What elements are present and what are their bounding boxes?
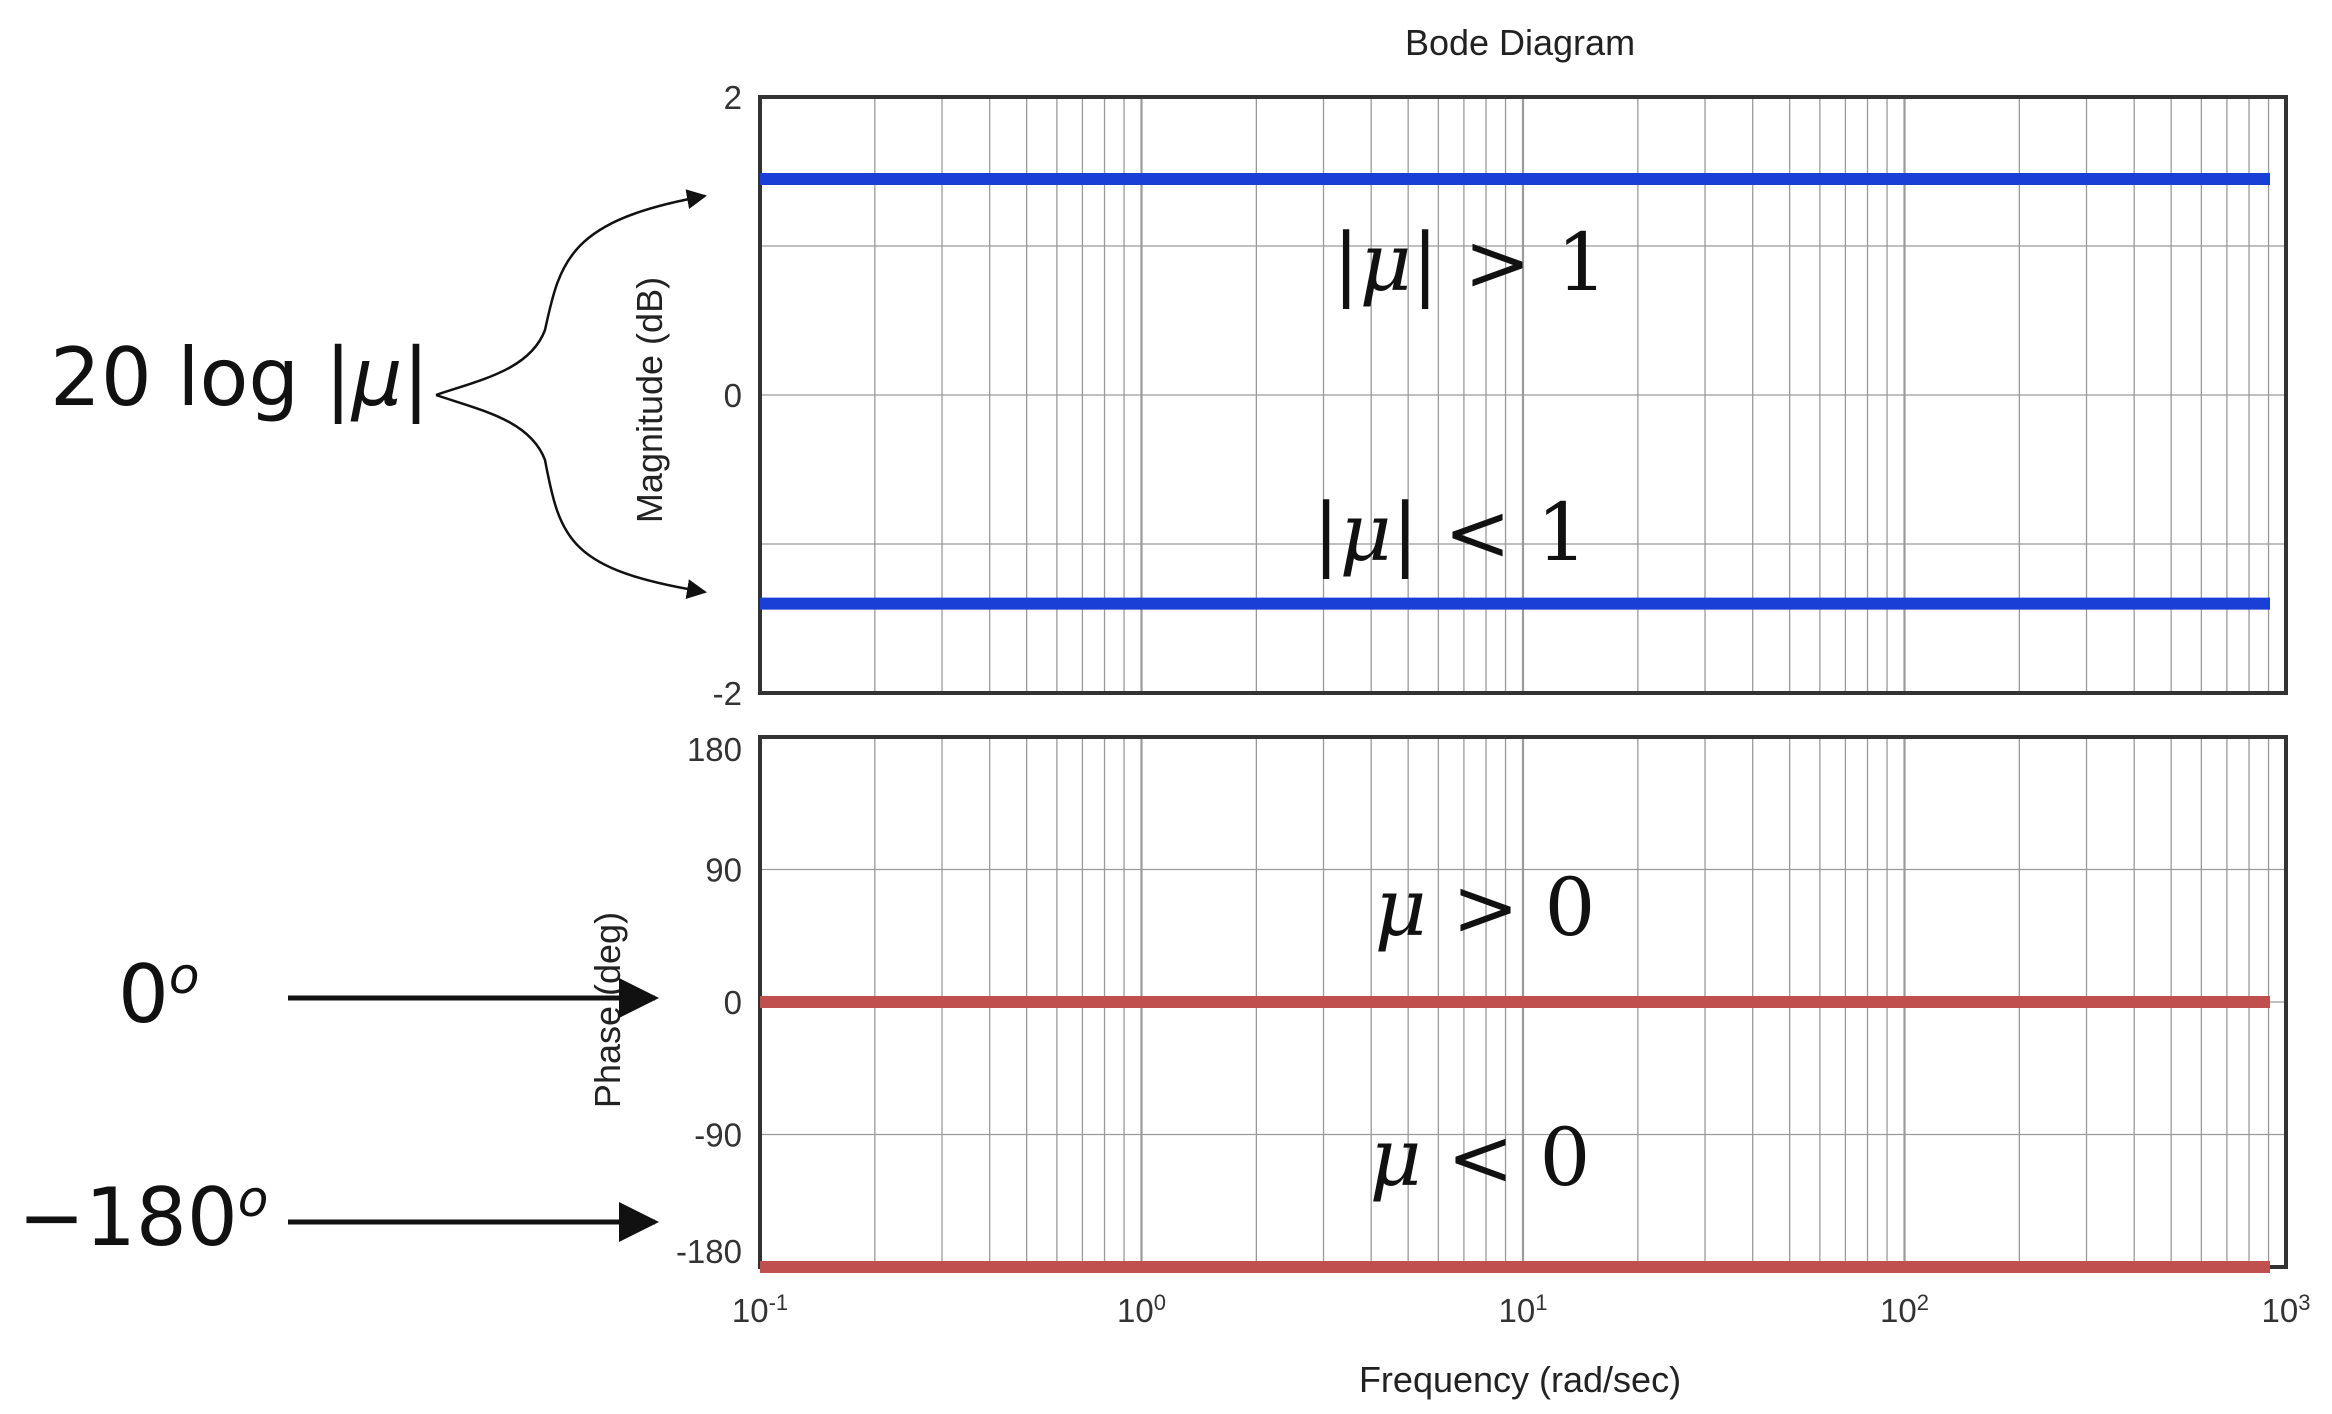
magnitude-panel: 2 0 -2 Magnitude (dB) |μ| > 1 |μ| < 1 <box>629 79 2288 712</box>
brace-lower-icon <box>435 393 707 599</box>
x-tick-label: 102 <box>1880 1290 1929 1330</box>
x-tick-label: 101 <box>1499 1290 1548 1330</box>
annotation-mag-less: |μ| < 1 <box>1313 486 1588 579</box>
magnitude-frame <box>758 95 2288 695</box>
phase-y-ticks: 180 90 0 -90 -180 <box>676 731 742 1270</box>
phase-panel: 180 90 0 -90 -180 10-1 100 101 102 103 Phase (de… <box>587 731 2310 1400</box>
x-tick-label: 10-1 <box>732 1290 788 1330</box>
y-tick-label: 90 <box>705 852 742 889</box>
phase-y-axis-label: Phase (deg) <box>587 912 628 1108</box>
y-tick-label: 0 <box>724 984 742 1021</box>
y-tick-label: -180 <box>676 1233 742 1270</box>
x-axis-label: Frequency (rad/sec) <box>1359 1359 1681 1400</box>
y-tick-label: -2 <box>713 675 742 712</box>
annotation-phase-positive: μ > 0 <box>1375 861 1596 954</box>
annotation-phase-negative: μ < 0 <box>1370 1111 1591 1204</box>
side-labels: 20 log |μ| 0o −180o <box>18 189 707 1264</box>
magnitude-grid <box>758 97 2286 693</box>
brace-icon <box>435 189 707 397</box>
chart-title: Bode Diagram <box>1405 22 1635 63</box>
y-tick-label: -90 <box>694 1117 742 1154</box>
side-label-zero-deg: 0o <box>118 947 200 1041</box>
annotation-mag-greater: |μ| > 1 <box>1333 216 1608 309</box>
x-tick-label: 100 <box>1117 1290 1166 1330</box>
side-label-neg-180-deg: −180o <box>18 1170 268 1264</box>
x-tick-label: 103 <box>2262 1290 2311 1330</box>
y-tick-label: 180 <box>687 731 742 768</box>
phase-series <box>760 996 2270 1273</box>
y-tick-label: 0 <box>724 377 742 414</box>
side-label-20log-mu: 20 log |μ| <box>50 331 429 425</box>
magnitude-y-ticks: 2 0 -2 <box>713 79 742 712</box>
magnitude-y-axis-label: Magnitude (dB) <box>629 277 670 523</box>
phase-x-ticks: 10-1 100 101 102 103 <box>732 1290 2311 1330</box>
magnitude-series <box>760 172 2270 610</box>
y-tick-label: 2 <box>724 79 742 116</box>
